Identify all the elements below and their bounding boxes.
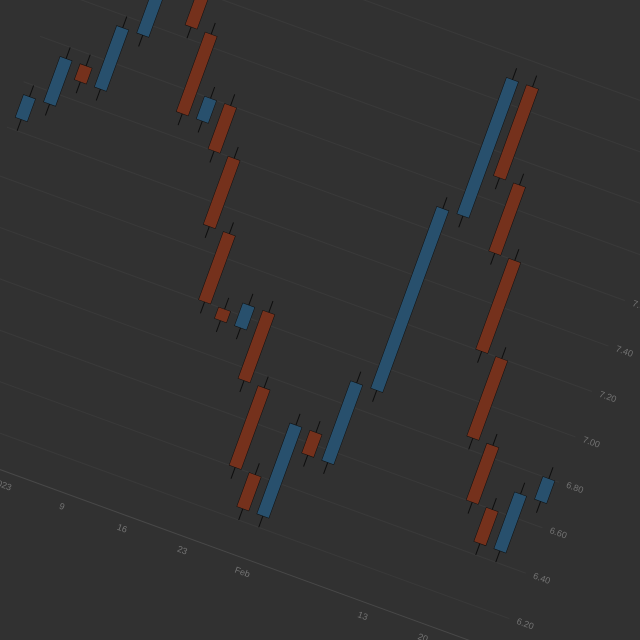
grid-line bbox=[0, 308, 543, 529]
x-tick-label: 13 bbox=[356, 609, 369, 622]
candle-body bbox=[207, 103, 237, 154]
grid-line bbox=[0, 399, 510, 620]
x-tick-label: 20 bbox=[416, 631, 429, 640]
candle-body bbox=[14, 94, 36, 122]
x-tick-label: 16 bbox=[116, 522, 129, 535]
candle-body bbox=[74, 63, 93, 85]
x-tick-label: 23 bbox=[176, 544, 189, 557]
y-tick-label: 7.60 bbox=[631, 298, 640, 313]
candle-body bbox=[184, 0, 219, 30]
candle-body bbox=[214, 306, 231, 324]
grid-line bbox=[39, 35, 640, 256]
x-tick-label: Feb bbox=[233, 565, 251, 580]
candle-body bbox=[43, 56, 73, 107]
candle-body bbox=[195, 95, 217, 124]
candle-body bbox=[466, 356, 509, 441]
grid-line bbox=[0, 262, 560, 483]
grid-line bbox=[0, 353, 526, 574]
candle-body bbox=[488, 182, 526, 256]
candle-body bbox=[456, 77, 519, 219]
candle-body bbox=[202, 155, 241, 230]
grid-line bbox=[6, 126, 609, 347]
candle-body bbox=[301, 429, 323, 458]
grid-line bbox=[0, 217, 576, 438]
grid-line bbox=[23, 81, 626, 302]
candle-body bbox=[234, 302, 256, 331]
candle-body bbox=[465, 442, 500, 505]
candle-body bbox=[136, 0, 170, 38]
x-tick-label: 9 bbox=[58, 501, 66, 512]
candle-body bbox=[237, 309, 276, 384]
candle-body bbox=[94, 25, 130, 92]
grid-line bbox=[56, 0, 640, 211]
candle-body bbox=[256, 422, 303, 519]
x-axis bbox=[0, 431, 536, 640]
candle-body bbox=[493, 491, 527, 554]
candle-body bbox=[370, 206, 450, 393]
candle-body bbox=[475, 258, 522, 354]
candle-body bbox=[321, 380, 363, 465]
grid-line bbox=[73, 0, 640, 165]
candle-body bbox=[198, 231, 236, 305]
candle-body bbox=[236, 472, 262, 512]
grid-line bbox=[89, 0, 640, 120]
candle-body bbox=[473, 506, 499, 547]
candle-body bbox=[228, 385, 271, 470]
candle-body bbox=[175, 31, 218, 117]
candle-body bbox=[534, 476, 556, 504]
candle-body bbox=[493, 84, 539, 181]
grid-line bbox=[0, 172, 593, 392]
